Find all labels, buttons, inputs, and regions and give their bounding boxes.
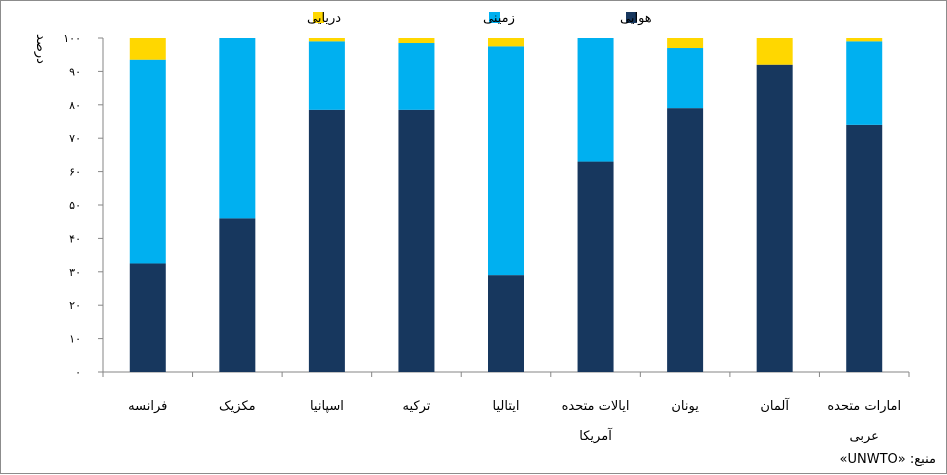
bar-segment [667,108,704,372]
bar-segment [846,38,883,42]
y-tick-label: ۸۰ [69,99,81,112]
x-tick-label: امارات متحده [827,399,901,414]
source-note: منبع: «UNWTO» [839,452,936,467]
legend-label: هوایی [620,11,652,26]
y-tick-label: ۳۰ [69,266,81,279]
bar-segment [219,38,256,219]
x-tick-label: مکزیک [219,399,256,414]
bar-segment [129,38,166,60]
bar-segment [756,38,793,65]
x-tick-label: آمریکا [579,427,613,444]
x-tick-label: عربی [850,429,879,444]
bar-segment [846,41,883,125]
bar-segment [488,46,524,276]
y-tick-label: ۷۰ [69,132,81,145]
x-tick-label: فرانسه [128,399,167,414]
bar-segment [308,38,345,42]
x-tick-label: اسپانیا [310,399,344,414]
bar-segment [488,38,524,47]
x-tick-label: آلمان [760,397,790,414]
y-tick-label: ۱۰ [69,333,81,346]
bar-segment [308,41,345,110]
y-tick-label: ۲۰ [69,299,81,312]
bar-segment [308,109,345,372]
bar-segment [219,218,256,372]
x-tick-label: ایتالیا [493,399,520,414]
bar-segment [398,38,435,44]
y-tick-label: ۴۰ [69,232,81,245]
legend-swatch [626,12,637,23]
bar-segment [577,161,614,372]
legend-swatch [313,12,324,23]
x-tick-label: ترکیه [403,399,431,414]
bar-segment [398,109,435,372]
legend-swatch [489,12,500,23]
bar-segment [488,275,524,372]
bar-segment [667,38,704,49]
bar-segment [129,59,166,264]
bar-segment [577,38,614,162]
x-tick-label: ایالات متحده [562,399,630,414]
y-tick-label: ۰ [75,366,81,379]
legend-label: دریایی [307,11,341,26]
y-axis-title: درصد [33,34,48,64]
y-tick-label: ۶۰ [69,166,81,179]
y-tick-label: ۱۰۰ [63,32,81,45]
bar-segment [756,64,793,372]
legend-label: زمینی [483,11,515,26]
bar-segment [667,48,704,109]
bar-segment [846,124,883,372]
y-tick-label: ۵۰ [69,199,81,212]
bar-segment [129,263,166,372]
x-tick-label: یونان [671,399,699,414]
bar-segment [398,43,435,110]
y-tick-label: ۹۰ [69,65,81,78]
